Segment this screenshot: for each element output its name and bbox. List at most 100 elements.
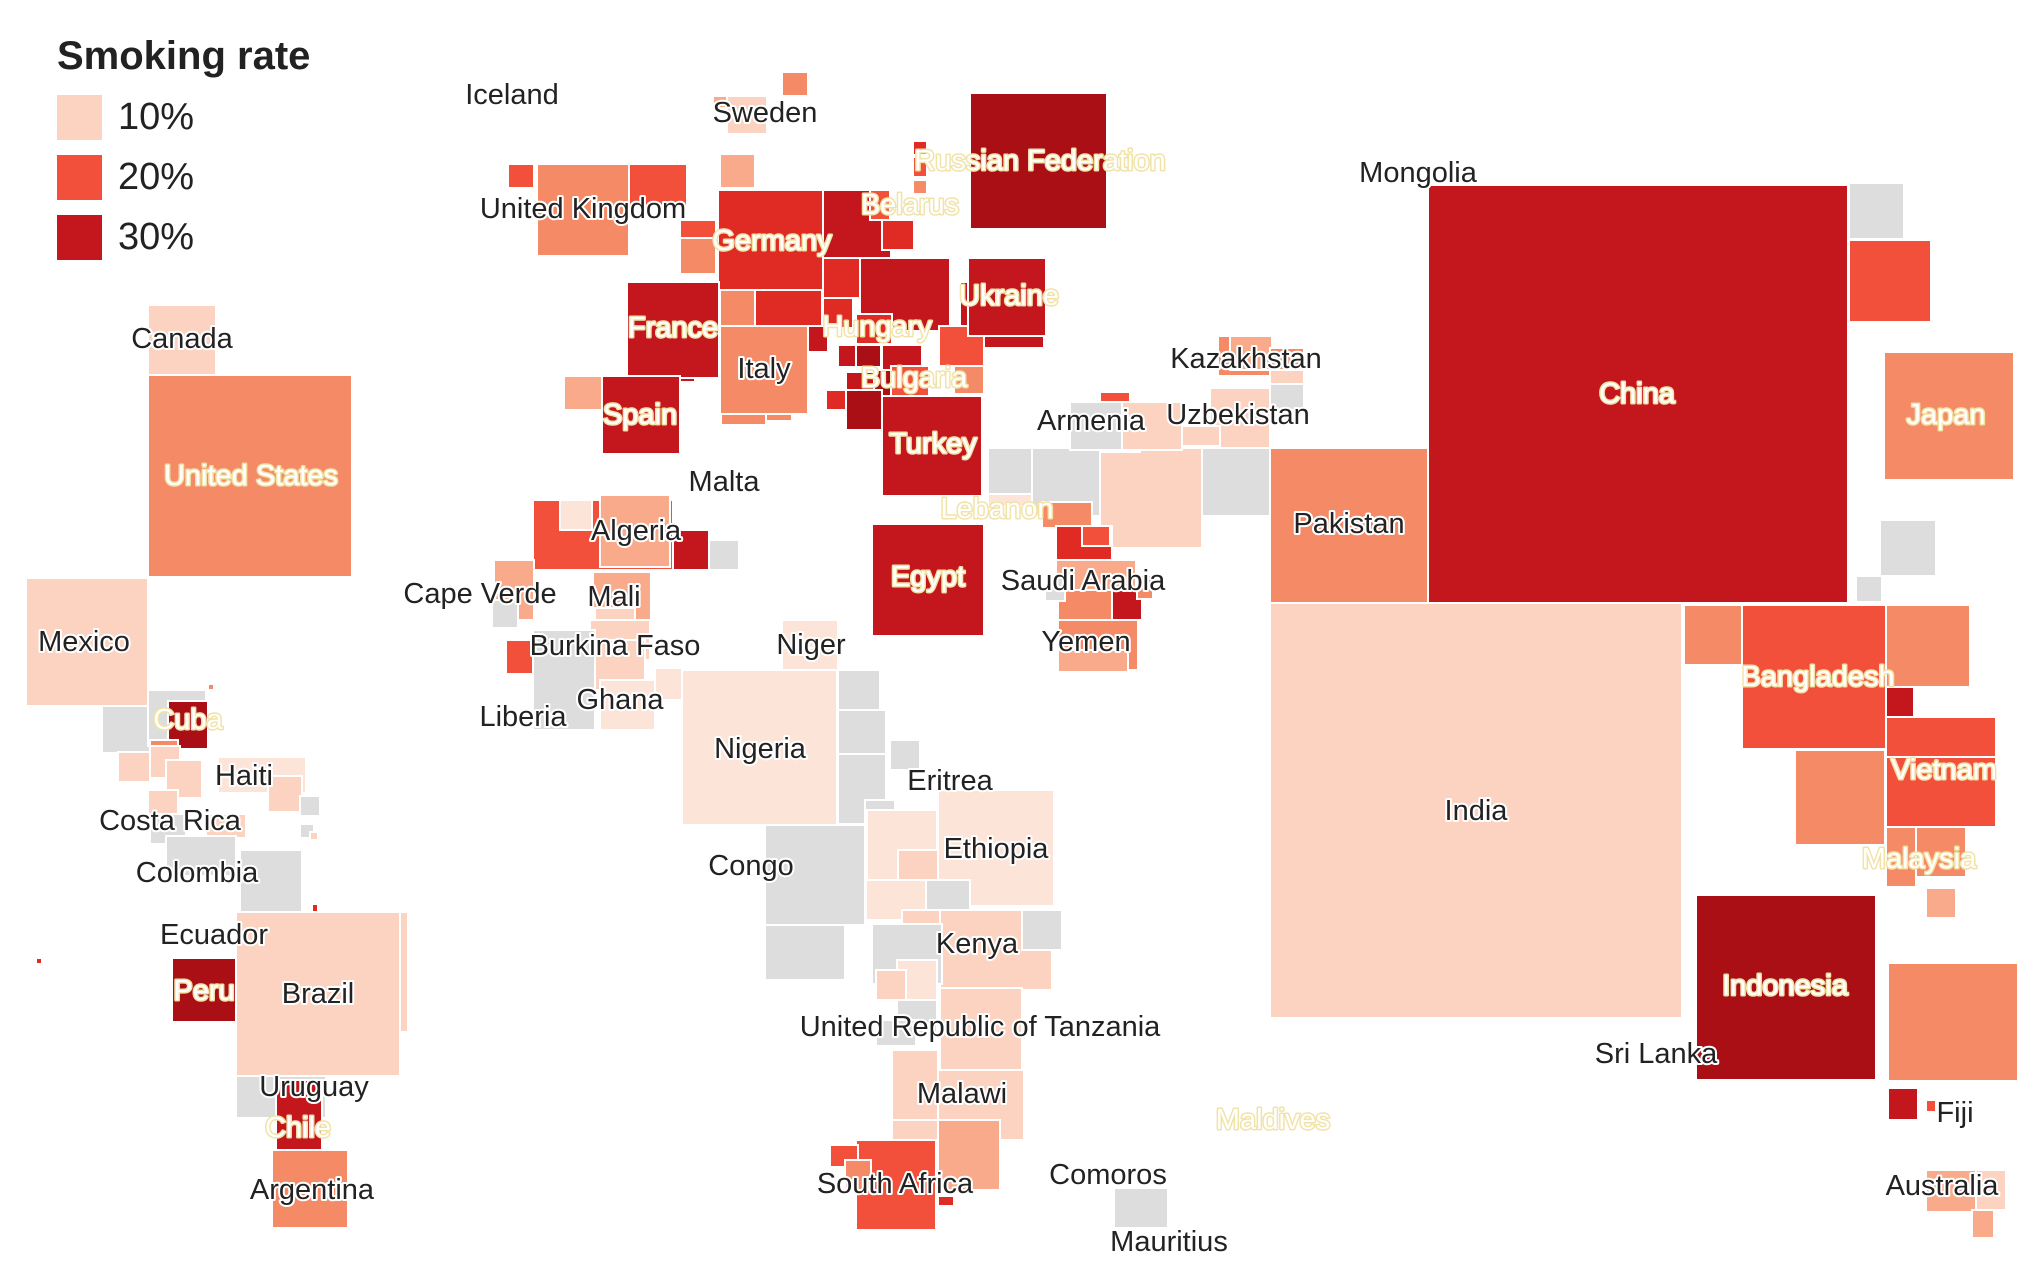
label-mongolia: Mongolia xyxy=(1359,157,1478,189)
legend-label-10: 10% xyxy=(118,95,195,138)
label-turkey: Turkey xyxy=(889,428,977,460)
country-tile xyxy=(536,163,630,257)
country-tile xyxy=(1975,1169,2007,1211)
label-united-republic-of-tanzania: United Republic of Tanzania xyxy=(800,1011,1161,1043)
country-tile xyxy=(559,499,593,531)
country-tile xyxy=(309,831,319,841)
country-tile xyxy=(792,325,829,353)
country-tile xyxy=(937,1119,1001,1191)
country-tile-india xyxy=(1269,602,1683,1019)
country-tile-ecuador xyxy=(171,957,237,1023)
country-tile xyxy=(987,447,1033,495)
legend-item-10: 10% xyxy=(57,87,310,147)
label-south-africa: South Africa xyxy=(817,1168,974,1200)
label-algeria: Algeria xyxy=(591,515,682,547)
label-eritrea: Eritrea xyxy=(907,765,993,797)
legend: Smoking rate 10% 20% 30% xyxy=(57,34,310,267)
country-labels: Iceland Sweden Russian Federation Mongolia U… xyxy=(36,77,2001,1260)
country-tiles xyxy=(25,71,2019,1239)
country-tile xyxy=(1887,962,2019,1082)
label-nigeria: Nigeria xyxy=(714,733,807,765)
label-iceland: Iceland xyxy=(465,79,559,111)
label-malta: Malta xyxy=(689,466,761,498)
country-tile xyxy=(239,849,303,919)
country-tile-mexico xyxy=(25,577,149,707)
country-tile-spain xyxy=(601,375,681,455)
label-brazil: Brazil xyxy=(282,978,355,1010)
label-comoros: Comoros xyxy=(1049,1159,1167,1191)
country-tile-russian-federation xyxy=(969,92,1108,230)
label-egypt: Egypt xyxy=(891,561,965,593)
country-tile-ukraine xyxy=(967,257,1047,337)
label-malaysia: Malaysia xyxy=(1862,843,1977,875)
label-chile: Chile xyxy=(265,1112,331,1144)
country-tile xyxy=(1121,401,1183,451)
label-sweden: Sweden xyxy=(713,97,818,129)
country-tile xyxy=(938,325,985,367)
label-argentina: Argentina xyxy=(250,1174,375,1206)
label-lebanon: Lebanon xyxy=(941,493,1054,525)
label-liberia: Liberia xyxy=(479,701,567,733)
country-tile xyxy=(35,957,43,965)
country-tile xyxy=(837,669,881,711)
legend-title: Smoking rate xyxy=(57,34,311,78)
label-kenya: Kenya xyxy=(936,928,1019,960)
label-colombia: Colombia xyxy=(136,857,259,889)
label-india: India xyxy=(1445,795,1509,827)
country-tile-japan xyxy=(1883,351,2015,481)
country-tile xyxy=(299,795,321,817)
label-armenia: Armenia xyxy=(1037,405,1146,437)
label-hungary: Hungary xyxy=(822,311,932,343)
country-tile xyxy=(912,140,928,156)
country-tile xyxy=(781,71,809,97)
country-tile xyxy=(1885,826,1917,888)
country-tile-germany xyxy=(717,189,824,291)
country-tile xyxy=(507,163,535,189)
country-tile xyxy=(1269,347,1305,371)
country-tile xyxy=(1925,1169,1977,1213)
label-costa-rica: Costa Rica xyxy=(99,805,242,837)
country-tile xyxy=(311,903,319,913)
country-tile xyxy=(563,375,603,411)
country-tile-indonesia xyxy=(1695,894,1877,1081)
country-tile xyxy=(679,237,717,275)
country-tile xyxy=(275,1079,323,1151)
label-australia: Australia xyxy=(1886,1170,2000,1202)
country-tile xyxy=(1887,1087,1919,1121)
label-ecuador: Ecuador xyxy=(160,919,268,951)
legend-swatch-10 xyxy=(57,94,102,140)
legend-item-20: 20% xyxy=(57,147,310,207)
label-bulgaria: Bulgaria xyxy=(861,362,968,394)
label-uzbekistan: Uzbekistan xyxy=(1166,399,1309,431)
label-germany: Germany xyxy=(712,225,832,257)
country-tile-pakistan xyxy=(1269,447,1429,604)
country-tile xyxy=(855,313,893,345)
label-burkina-faso: Burkina Faso xyxy=(530,630,701,662)
label-kazakhstan: Kazakhstan xyxy=(1170,343,1322,375)
country-tile-united-states xyxy=(147,374,353,578)
label-cape-verde: Cape Verde xyxy=(403,578,556,610)
country-tile xyxy=(1848,239,1932,323)
label-japan: Japan xyxy=(1906,399,1985,431)
legend-swatch-30 xyxy=(57,214,102,260)
country-tile xyxy=(1885,604,1971,688)
country-tile xyxy=(875,1019,917,1047)
country-tile xyxy=(205,813,247,839)
label-united-states: United States xyxy=(164,460,338,492)
label-niger: Niger xyxy=(776,629,846,661)
country-tile xyxy=(491,599,519,629)
label-bangladesh: Bangladesh xyxy=(1741,661,1894,693)
country-tile-bangladesh xyxy=(1741,604,1887,750)
country-tile xyxy=(1229,335,1273,371)
country-tile xyxy=(1044,574,1066,602)
country-tile-turkey xyxy=(881,395,983,497)
country-tile xyxy=(825,389,847,411)
country-tile xyxy=(1683,604,1745,666)
country-tile xyxy=(719,153,756,189)
country-tile xyxy=(599,494,671,568)
country-tile xyxy=(881,219,915,251)
country-tile xyxy=(953,365,985,395)
label-congo: Congo xyxy=(708,850,793,882)
label-italy: Italy xyxy=(737,353,791,385)
country-tile xyxy=(271,1149,349,1229)
